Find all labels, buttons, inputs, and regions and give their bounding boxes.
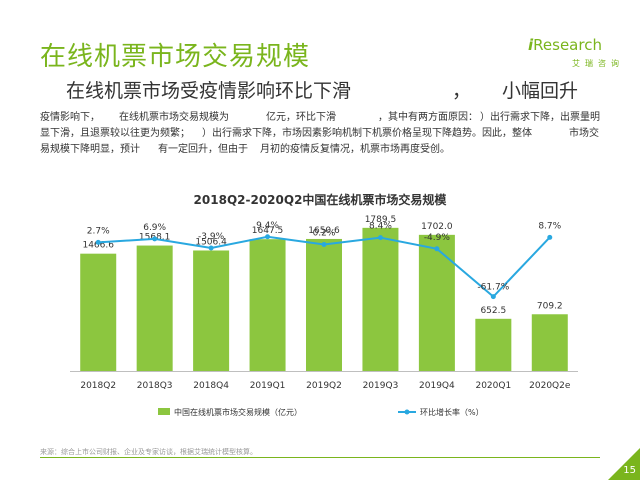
line-value-label: 8.7%	[538, 221, 561, 231]
footer-divider	[40, 457, 600, 458]
bar	[249, 239, 286, 371]
paragraph-line-1: 疫情影响下， 在线机票市场交易规模为 亿元，环比下滑 ，其中有两方面原因： ）出…	[40, 110, 620, 126]
para-fragment: 市场交	[569, 128, 599, 139]
bar	[306, 238, 342, 371]
line-point	[434, 246, 440, 252]
line-point	[208, 245, 214, 251]
subtitle-part-2: ，	[452, 80, 472, 102]
iresearch-logo: iResearch 艾瑞咨询	[528, 36, 624, 72]
bar-value-label: 1789.5	[365, 215, 397, 225]
bar-value-label: 1466.6	[82, 241, 114, 251]
para-fragment: 显下滑，且退票较以往更为频繁；	[40, 128, 190, 139]
bar	[475, 318, 512, 371]
subtitle-part-1: 在线机票市场受疫情影响环比下滑	[66, 80, 352, 102]
legend-bar-swatch	[158, 408, 170, 415]
bar	[136, 245, 173, 371]
line-value-label: 9.4%	[256, 221, 279, 231]
summary-paragraph: 疫情影响下， 在线机票市场交易规模为 亿元，环比下滑 ，其中有两方面原因： ）出…	[40, 110, 620, 158]
line-point	[377, 235, 383, 241]
line-value-label: 8.4%	[369, 222, 392, 232]
line-point	[265, 234, 271, 240]
line-value-label: 2.7%	[87, 226, 110, 236]
line-point	[95, 239, 101, 245]
bar	[531, 314, 568, 371]
bar-value-label: 1650.6	[308, 226, 340, 236]
page-title: 在线机票市场交易规模	[40, 42, 311, 72]
x-tick-label: 2018Q3	[137, 381, 173, 391]
bar	[193, 250, 230, 371]
bar	[80, 253, 117, 371]
line-point	[152, 236, 158, 242]
x-tick-label: 2020Q2e	[529, 381, 571, 391]
para-fragment: 亿元，环比下滑	[266, 112, 336, 123]
line-point	[490, 294, 496, 300]
paragraph-line-3: 易规模下降明显，预计 有一定回升，但由于 月初的疫情反复情况，机票市场再度受创。	[40, 142, 620, 158]
line-point	[321, 242, 327, 248]
page-corner	[608, 448, 640, 480]
legend-line-label: 环比增长率（%）	[420, 407, 484, 417]
x-tick-label: 2019Q1	[250, 381, 286, 391]
line-value-label: 0.2%	[313, 229, 336, 239]
bar-value-label: 1506.4	[195, 237, 227, 247]
subtitle-part-3: 小幅回升	[502, 80, 579, 102]
source-note: 来源：综合上市公司财报、企业及专家访谈，根据艾瑞统计模型核算。	[40, 448, 257, 456]
bar-value-label: 1702.0	[421, 222, 453, 232]
paragraph-line-2: 显下滑，且退票较以往更为频繁； ）出行需求下降，市场因素影响机制下机票价格呈现下…	[40, 126, 620, 142]
line-point	[547, 234, 553, 240]
chart-title: 2018Q2-2020Q2中国在线机票市场交易规模	[193, 193, 447, 207]
logo-main-text: iResearch	[528, 36, 602, 54]
x-tick-label: 2020Q1	[475, 381, 511, 391]
bar-value-label: 709.2	[537, 301, 563, 311]
legend-line-marker	[404, 409, 410, 415]
line-value-label: -4.9%	[424, 233, 451, 243]
bar	[418, 234, 455, 371]
para-fragment: 在线机票市场交易规模为	[119, 112, 229, 123]
para-fragment: 有一定回升，但由于	[158, 144, 248, 155]
legend-bar-label: 中国在线机票市场交易规模（亿元）	[174, 407, 302, 417]
logo-sub-text: 艾瑞咨询	[572, 59, 624, 68]
bar	[362, 227, 399, 371]
para-fragment: 月初的疫情反复情况，机票市场再度受创。	[260, 144, 450, 155]
para-fragment: ，其中有两方面原因：	[378, 112, 478, 123]
line-value-label: 6.9%	[143, 223, 166, 233]
x-tick-label: 2019Q3	[363, 381, 399, 391]
para-fragment: 疫情影响下，	[40, 112, 100, 123]
line-value-label: -61.7%	[477, 283, 509, 293]
page-number: 15	[623, 465, 636, 476]
bar-value-label: 1647.5	[252, 226, 284, 236]
x-tick-label: 2018Q4	[193, 381, 229, 391]
line-value-label: -3.9%	[198, 232, 225, 242]
bar-value-label: 652.5	[480, 306, 506, 316]
para-fragment: ）出行需求下降，出票量明	[480, 112, 600, 123]
x-tick-label: 2019Q2	[306, 381, 342, 391]
x-tick-label: 2019Q4	[419, 381, 455, 391]
para-fragment: 易规模下降明显，预计	[40, 144, 140, 155]
para-fragment: ）出行需求下降，市场因素影响机制下机票价格呈现下降趋势。因此，整体	[202, 128, 532, 139]
x-tick-label: 2018Q2	[80, 381, 116, 391]
